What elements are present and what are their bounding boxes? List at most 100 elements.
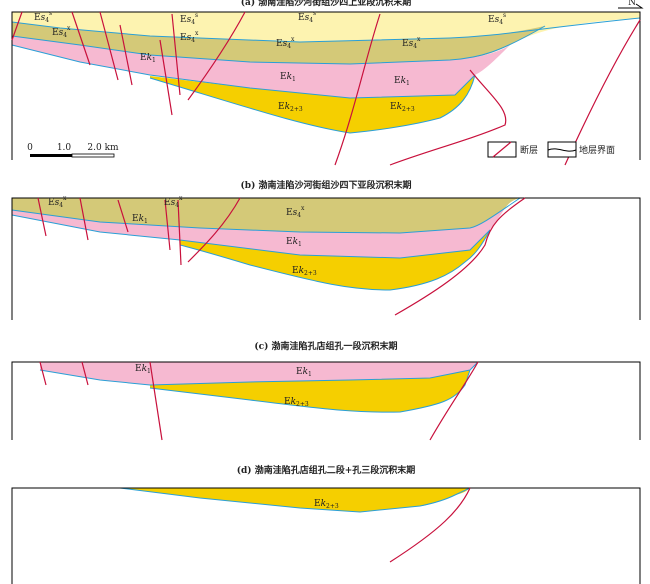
label-sub: 4 — [309, 17, 313, 24]
label-sup: x — [179, 195, 183, 202]
layer-label: Es4x — [286, 205, 305, 219]
label-base: E — [132, 214, 139, 224]
layer-label: Es4s — [34, 10, 52, 24]
label-var: k — [287, 72, 292, 82]
layer — [12, 22, 545, 64]
fault — [159, 39, 173, 116]
label-base: E — [164, 198, 171, 208]
label-base: E — [140, 53, 147, 63]
label-sub: 1 — [152, 57, 156, 64]
label-base: E — [280, 72, 287, 82]
legend-boundary — [547, 148, 577, 152]
fault — [429, 361, 479, 441]
label-base: E — [284, 397, 291, 407]
label-base: E — [394, 76, 401, 86]
label-sub: 4 — [45, 17, 49, 24]
label-base: E — [296, 367, 303, 377]
fault — [334, 13, 381, 166]
label-base: E — [48, 198, 55, 208]
label-base: E — [390, 102, 397, 112]
legend-label: 地层界面 — [579, 144, 615, 156]
layer-label: Es4x — [164, 195, 183, 209]
boundary — [11, 214, 491, 259]
layer-label: Ek2+3 — [292, 266, 317, 277]
fault — [187, 11, 246, 101]
label-var: s — [305, 13, 310, 23]
label-var: k — [321, 499, 326, 509]
fault — [394, 197, 526, 316]
label-var: s — [495, 15, 500, 25]
scale-segment — [30, 154, 72, 157]
fault — [99, 11, 119, 81]
frame — [11, 197, 641, 320]
label-sup: x — [63, 195, 67, 202]
layer — [180, 230, 490, 290]
label-base: E — [276, 39, 283, 49]
label-sup: x — [67, 25, 71, 32]
fault — [11, 11, 23, 41]
label-sub: 4 — [191, 19, 195, 26]
frame — [11, 487, 641, 584]
fault — [81, 361, 89, 386]
boundary — [11, 197, 521, 234]
label-sub: 2+3 — [296, 401, 309, 408]
layer-label: Es4x — [52, 25, 71, 39]
layer-label: Es4s — [298, 10, 316, 24]
legend-fault — [492, 141, 512, 158]
label-sup: s — [195, 12, 198, 19]
label-sub: 4 — [287, 43, 291, 50]
layer-label: Ek2+3 — [314, 499, 339, 510]
section-c — [11, 361, 641, 441]
label-var: s — [55, 198, 60, 208]
label-sub: 2+3 — [304, 270, 317, 277]
layer-label: Ek2+3 — [390, 102, 415, 113]
fault — [79, 197, 89, 241]
fault — [71, 11, 91, 66]
layer-label: Ek1 — [296, 367, 312, 378]
panel-title: (d) 渤南洼陷孔店组孔二段+孔三段沉积末期 — [237, 464, 416, 476]
scale-bar: 0 1.0 2.0 km — [27, 143, 119, 158]
label-base: E — [314, 499, 321, 509]
label-var: k — [401, 76, 406, 86]
panel-title: (b) 渤南洼陷沙河街组沙四下亚段沉积末期 — [241, 179, 412, 191]
boundary — [179, 229, 491, 291]
boundary — [149, 369, 471, 413]
fault — [149, 361, 163, 441]
label-sup: x — [291, 36, 295, 43]
layer-label: Ek1 — [140, 53, 156, 64]
label-var: k — [299, 266, 304, 276]
scale-label: 0 — [27, 143, 33, 153]
label-base: E — [292, 266, 299, 276]
label-sub: 4 — [63, 32, 67, 39]
layer-label: Es4x — [276, 36, 295, 50]
layer-label: Es4x — [48, 195, 67, 209]
label-var: s — [409, 39, 414, 49]
section-a — [11, 11, 641, 166]
label-sub: 4 — [175, 202, 179, 209]
layer — [150, 370, 470, 413]
scale-label: 1.0 — [57, 143, 72, 153]
label-var: s — [171, 198, 176, 208]
boundary — [39, 361, 479, 386]
label-sub: 4 — [191, 37, 195, 44]
label-base: E — [180, 33, 187, 43]
label-sub: 2+3 — [326, 503, 339, 510]
layer-label: Ek2+3 — [284, 397, 309, 408]
label-sub: 4 — [413, 43, 417, 50]
label-sup: x — [301, 205, 305, 212]
fault — [37, 197, 47, 237]
fault — [389, 487, 471, 563]
boundary — [11, 25, 546, 65]
layer — [12, 36, 510, 98]
label-base: E — [298, 13, 305, 23]
label-base: E — [286, 208, 293, 218]
label-var: k — [303, 367, 308, 377]
north-label: N — [628, 0, 636, 8]
label-sup: s — [503, 12, 506, 19]
label-var: s — [187, 33, 192, 43]
label-sub: 1 — [406, 80, 410, 87]
layer-label: Ek1 — [280, 72, 296, 83]
label-var: k — [142, 364, 147, 374]
label-sup: s — [49, 10, 52, 17]
